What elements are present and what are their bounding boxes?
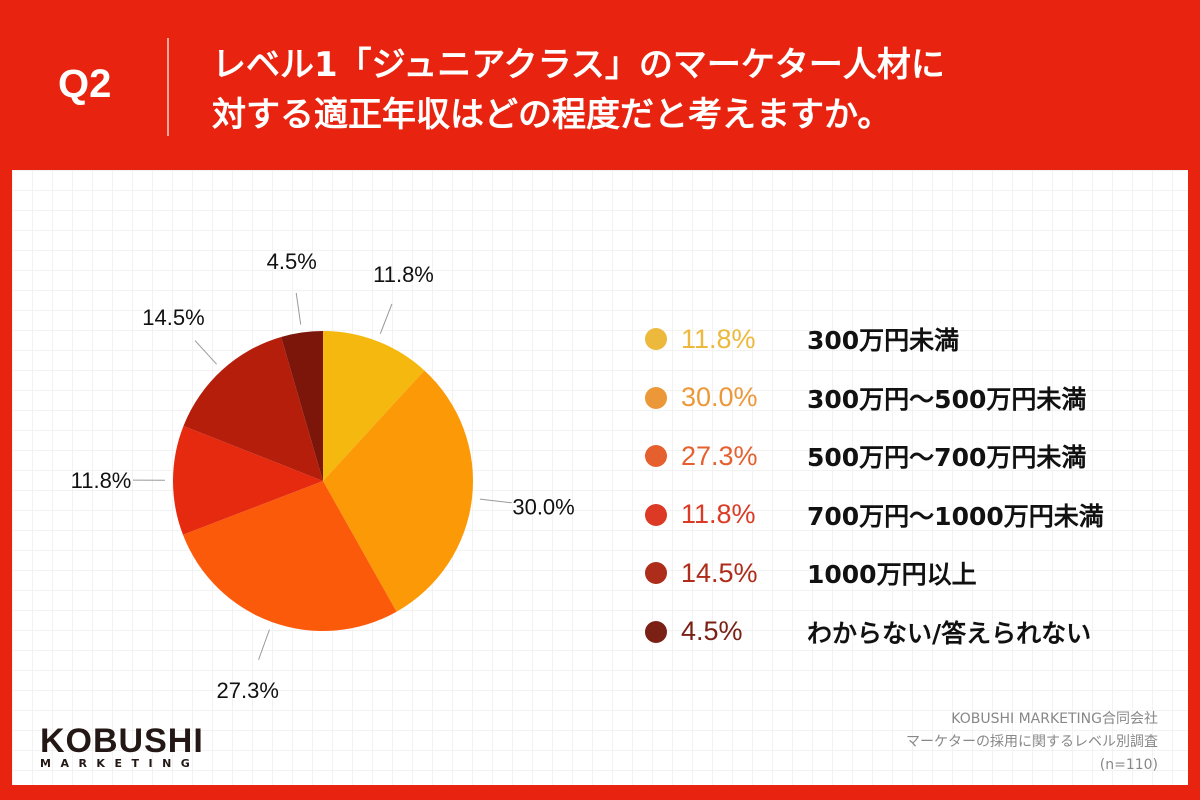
legend-item: 11.8% 700万円〜1000万円未満: [645, 486, 1104, 545]
pie-slice: [173, 425, 323, 535]
data-label: 27.3%: [217, 678, 279, 703]
legend-percent: 30.0%: [681, 382, 758, 413]
divider: [167, 38, 169, 136]
leader-line: [295, 292, 302, 325]
legend-percent: 14.5%: [681, 557, 758, 588]
legend-item: 4.5% わからない/答えられない: [645, 603, 1104, 662]
pie-slice: [323, 370, 473, 612]
legend-dot: [645, 445, 667, 468]
pie-slice: [183, 336, 323, 481]
source-n: (n=110): [1099, 757, 1158, 773]
legend-dot: [645, 562, 667, 585]
leader-line: [194, 340, 217, 365]
question-title: レベル1「ジュニアクラス」のマーケター人材に 対する適正年収はどの程度だと考えま…: [212, 45, 945, 135]
legend-label: 500万円〜700万円未満: [807, 443, 1087, 473]
leader-line: [379, 303, 393, 334]
legend-item: 30.0% 300万円〜500万円未満: [645, 369, 1104, 428]
pie-slice: [182, 481, 397, 631]
legend-item: 11.8% 300万円未満: [645, 310, 1104, 369]
source-note: KOBUSHI MARKETING合同会社 マーケターの採用に関するレベル別調査…: [906, 708, 1158, 777]
legend-label: 300万円未満: [807, 326, 960, 356]
legend-label: 1000万円以上: [807, 560, 977, 590]
kobushi-logo: KOBUSHI MARKETING: [40, 722, 204, 770]
question-number: Q2: [58, 62, 112, 106]
legend-item: 14.5% 1000万円以上: [645, 544, 1104, 603]
leader-line: [258, 629, 270, 660]
legend-percent: 11.8%: [681, 499, 756, 530]
source-company: KOBUSHI MARKETING合同会社: [951, 711, 1158, 727]
legend-item: 27.3% 500万円〜700万円未満: [645, 427, 1104, 486]
pie-slice: [281, 331, 323, 481]
legend-dot: [645, 503, 667, 526]
legend-label: 300万円〜500万円未満: [807, 384, 1087, 414]
data-label: 11.8%: [71, 468, 132, 493]
leader-line: [479, 498, 512, 504]
data-label: 11.8%: [373, 262, 434, 287]
legend: 11.8% 300万円未満 30.0% 300万円〜500万円未満 27.3% 500…: [645, 310, 1104, 661]
legend-dot: [645, 386, 667, 409]
legend-dot: [645, 620, 667, 643]
data-label: 4.5%: [267, 249, 317, 274]
legend-label: 700万円〜1000万円未満: [807, 501, 1104, 531]
logo-name: KOBUSHI: [40, 722, 204, 760]
legend-label: わからない/答えられない: [807, 618, 1092, 648]
logo-sub: MARKETING: [40, 757, 200, 770]
legend-percent: 27.3%: [681, 440, 758, 471]
data-label: 14.5%: [142, 305, 204, 330]
legend-percent: 4.5%: [681, 616, 743, 647]
legend-percent: 11.8%: [681, 323, 756, 354]
pie-slice: [323, 331, 425, 481]
legend-dot: [645, 328, 667, 351]
data-label: 30.0%: [512, 494, 574, 519]
source-survey: マーケターの採用に関するレベル別調査: [906, 734, 1158, 750]
